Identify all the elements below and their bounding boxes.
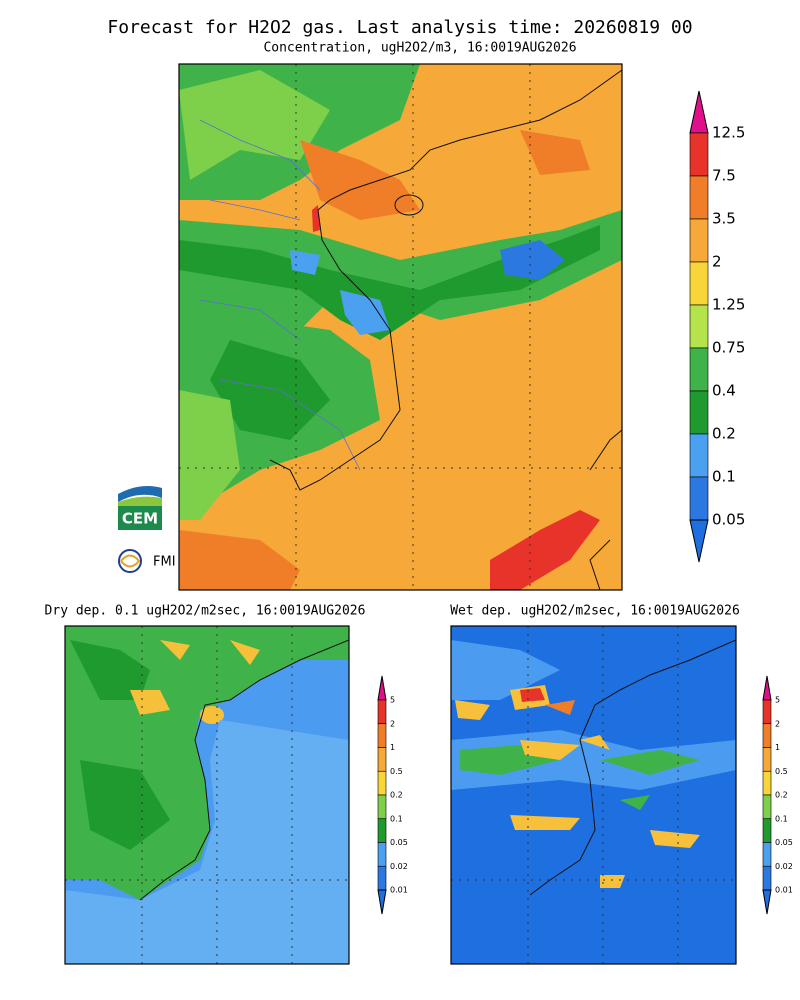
main-subtitle: Concentration, ugH2O2/m3, 16:0019AUG2026 <box>263 41 576 56</box>
colorbar-label: 0.01 <box>775 886 793 895</box>
colorbar-segment <box>689 304 709 349</box>
colorbar-segment <box>377 723 387 748</box>
colorbar-bottom <box>689 519 709 563</box>
colorbar-segment <box>762 842 772 867</box>
colorbar-segment <box>762 747 772 772</box>
colorbar-top <box>689 90 709 134</box>
colorbar-segment <box>762 818 772 843</box>
colorbar-label: 1 <box>775 743 780 752</box>
colorbar-segment <box>377 842 387 867</box>
colorbar-label: 0.05 <box>390 838 408 847</box>
colorbar-label: 2 <box>390 719 395 728</box>
cem-text: CEM <box>122 510 158 528</box>
colorbar-bottom <box>377 889 387 915</box>
colorbar-label: 0.75 <box>712 339 745 357</box>
colorbar-segment <box>689 132 709 177</box>
colorbar-segment <box>762 865 772 891</box>
colorbar-segment <box>377 747 387 772</box>
colorbar-label: 0.1 <box>712 468 736 486</box>
colorbar-label: 7.5 <box>712 167 736 185</box>
colorbar-segment <box>689 218 709 263</box>
page-title: Forecast for H2O2 gas. Last analysis tim… <box>107 17 692 38</box>
colorbar-label: 5 <box>390 696 395 705</box>
colorbar-segment <box>377 818 387 843</box>
colorbar-label: 1.25 <box>712 296 745 314</box>
colorbar-segment <box>689 261 709 306</box>
colorbar-label: 0.2 <box>390 791 403 800</box>
colorbar-label: 0.4 <box>712 382 736 400</box>
colorbar-segment <box>762 794 772 820</box>
colorbar-label: 0.05 <box>775 838 793 847</box>
colorbar-segment <box>762 699 772 725</box>
main-map <box>178 63 623 591</box>
colorbar-segment <box>377 699 387 725</box>
colorbar-segment <box>762 723 772 748</box>
colorbar-segment <box>377 865 387 891</box>
colorbar-segment <box>689 390 709 435</box>
colorbar-label: 2 <box>775 719 780 728</box>
colorbar-label: 0.1 <box>390 814 403 823</box>
colorbar-segment <box>689 433 709 478</box>
colorbar-label: 0.5 <box>390 767 403 776</box>
wet-map <box>450 625 737 965</box>
fmi-logo: FMI <box>118 549 176 573</box>
colorbar-label: 5 <box>775 696 780 705</box>
colorbar-label: 0.2 <box>775 791 788 800</box>
colorbar-label: 0.02 <box>390 862 408 871</box>
dry-map <box>64 625 350 965</box>
colorbar-segment <box>762 770 772 796</box>
colorbar-label: 0.01 <box>390 886 408 895</box>
cem-logo: CEM <box>118 484 162 530</box>
colorbar-label: 12.5 <box>712 124 745 142</box>
colorbar-bottom <box>762 889 772 915</box>
colorbar-label: 2 <box>712 253 722 271</box>
colorbar-label: 0.02 <box>775 862 793 871</box>
colorbar-label: 3.5 <box>712 210 736 228</box>
colorbar-label: 0.2 <box>712 425 736 443</box>
colorbar-segment <box>689 347 709 392</box>
colorbar-label: 0.05 <box>712 511 745 529</box>
wet-subtitle: Wet dep. ugH2O2/m2sec, 16:0019AUG2026 <box>450 604 740 619</box>
colorbar-segment <box>377 770 387 796</box>
colorbar-top <box>762 675 772 701</box>
colorbar-segment <box>689 476 709 521</box>
fmi-text: FMI <box>153 555 176 570</box>
colorbar-label: 1 <box>390 743 395 752</box>
colorbar-label: 0.1 <box>775 814 788 823</box>
colorbar-top <box>377 675 387 701</box>
colorbar-segment <box>689 175 709 220</box>
colorbar-segment <box>377 794 387 820</box>
colorbar-label: 0.5 <box>775 767 788 776</box>
dry-subtitle: Dry dep. 0.1 ugH2O2/m2sec, 16:0019AUG202… <box>45 604 366 619</box>
